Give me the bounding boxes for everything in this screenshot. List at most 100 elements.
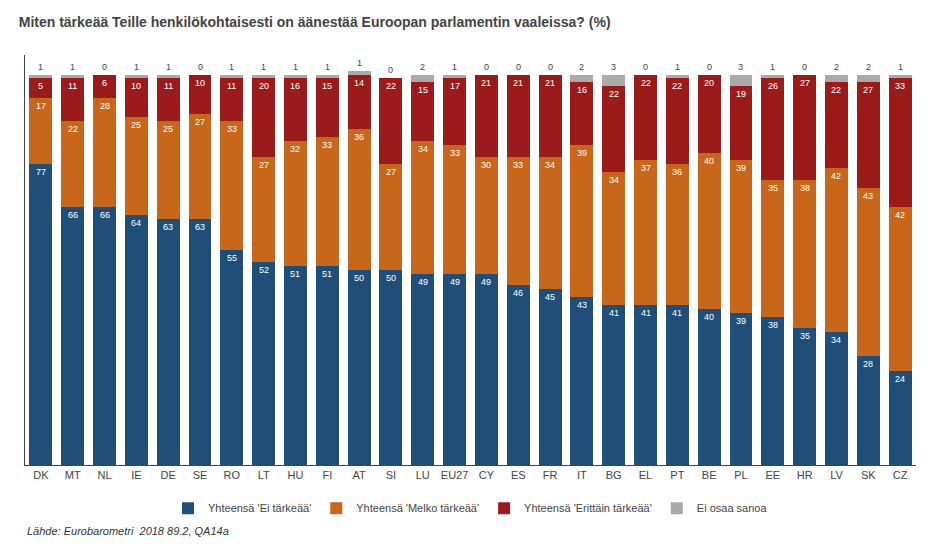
svg-text:43: 43 [863, 191, 873, 201]
svg-text:20: 20 [704, 78, 714, 88]
svg-text:LU: LU [416, 469, 430, 481]
svg-text:PL: PL [734, 469, 747, 481]
svg-text:49: 49 [481, 277, 491, 287]
svg-text:2: 2 [420, 62, 425, 72]
svg-text:BG: BG [606, 469, 622, 481]
svg-text:1: 1 [70, 62, 75, 72]
svg-text:10: 10 [195, 78, 205, 88]
svg-text:19: 19 [736, 89, 746, 99]
svg-text:22: 22 [641, 78, 651, 88]
svg-text:16: 16 [577, 85, 587, 95]
svg-text:34: 34 [831, 335, 841, 345]
svg-text:63: 63 [195, 222, 205, 232]
svg-text:CY: CY [479, 469, 495, 481]
svg-text:11: 11 [164, 81, 173, 91]
svg-text:35: 35 [768, 183, 778, 193]
svg-text:42: 42 [831, 171, 841, 181]
svg-text:LT: LT [258, 469, 270, 481]
svg-text:27: 27 [259, 160, 269, 170]
svg-text:0: 0 [802, 62, 807, 72]
svg-text:0: 0 [198, 62, 203, 72]
svg-text:SK: SK [861, 469, 876, 481]
svg-text:0: 0 [707, 62, 712, 72]
svg-text:1: 1 [38, 62, 43, 72]
svg-text:39: 39 [736, 316, 746, 326]
svg-text:1: 1 [261, 62, 266, 72]
svg-text:CZ: CZ [893, 469, 908, 481]
svg-text:66: 66 [100, 210, 110, 220]
svg-text:1: 1 [166, 62, 171, 72]
svg-text:50: 50 [354, 273, 364, 283]
svg-text:DK: DK [33, 469, 49, 481]
svg-text:49: 49 [450, 277, 460, 287]
svg-text:40: 40 [704, 312, 714, 322]
svg-text:FR: FR [543, 469, 558, 481]
svg-text:21: 21 [545, 78, 555, 88]
svg-text:39: 39 [577, 148, 587, 158]
svg-text:27: 27 [800, 78, 810, 88]
svg-text:27: 27 [195, 117, 205, 127]
svg-text:6: 6 [102, 78, 107, 88]
svg-text:17: 17 [36, 101, 46, 111]
svg-text:66: 66 [68, 210, 78, 220]
svg-text:25: 25 [163, 124, 173, 134]
svg-text:33: 33 [322, 140, 332, 150]
svg-text:2: 2 [834, 62, 839, 72]
svg-text:1: 1 [675, 62, 680, 72]
svg-text:1: 1 [134, 62, 139, 72]
svg-text:0: 0 [388, 65, 393, 75]
svg-text:HU: HU [288, 469, 304, 481]
svg-text:41: 41 [609, 308, 619, 318]
svg-text:55: 55 [227, 253, 237, 263]
svg-text:25: 25 [131, 120, 141, 130]
svg-text:IE: IE [131, 469, 141, 481]
svg-text:36: 36 [354, 132, 364, 142]
svg-text:IT: IT [577, 469, 587, 481]
svg-text:RO: RO [224, 469, 241, 481]
svg-text:37: 37 [641, 163, 651, 173]
svg-text:11: 11 [68, 81, 77, 91]
svg-text:20: 20 [259, 81, 269, 91]
svg-text:3: 3 [611, 62, 616, 72]
svg-text:0: 0 [102, 62, 107, 72]
svg-text:36: 36 [672, 167, 682, 177]
svg-text:16: 16 [290, 81, 300, 91]
svg-text:LV: LV [830, 469, 843, 481]
svg-text:34: 34 [418, 144, 428, 154]
svg-text:10: 10 [131, 81, 141, 91]
svg-text:27: 27 [863, 85, 873, 95]
svg-text:39: 39 [736, 163, 746, 173]
svg-text:0: 0 [484, 62, 489, 72]
svg-text:41: 41 [672, 308, 682, 318]
svg-text:28: 28 [863, 359, 873, 369]
svg-text:43: 43 [577, 300, 587, 310]
svg-text:0: 0 [548, 62, 553, 72]
svg-text:3: 3 [738, 62, 743, 72]
svg-text:14: 14 [354, 78, 364, 88]
svg-text:Ei osaa sanoa: Ei osaa sanoa [697, 502, 768, 514]
svg-text:5: 5 [38, 81, 43, 91]
svg-text:38: 38 [800, 183, 810, 193]
svg-text:51: 51 [322, 269, 332, 279]
svg-text:11: 11 [227, 81, 236, 91]
svg-text:1: 1 [770, 62, 775, 72]
svg-text:35: 35 [800, 331, 810, 341]
svg-text:2: 2 [579, 62, 584, 72]
svg-text:1: 1 [229, 62, 234, 72]
svg-text:28: 28 [100, 101, 110, 111]
svg-text:33: 33 [450, 148, 460, 158]
svg-text:HR: HR [797, 469, 813, 481]
svg-text:26: 26 [768, 81, 778, 91]
svg-text:24: 24 [895, 374, 905, 384]
svg-text:38: 38 [768, 320, 778, 330]
svg-text:40: 40 [704, 156, 714, 166]
svg-text:22: 22 [386, 81, 396, 91]
svg-text:22: 22 [609, 89, 619, 99]
svg-text:MT: MT [65, 469, 81, 481]
svg-text:52: 52 [259, 265, 269, 275]
svg-text:DE: DE [161, 469, 176, 481]
svg-text:EU27: EU27 [441, 469, 469, 481]
svg-text:Lähde: Eurobarometri 2018 89.: Lähde: Eurobarometri 2018 89.2, QA14a [27, 525, 229, 537]
svg-text:63: 63 [163, 222, 173, 232]
svg-text:EL: EL [639, 469, 652, 481]
